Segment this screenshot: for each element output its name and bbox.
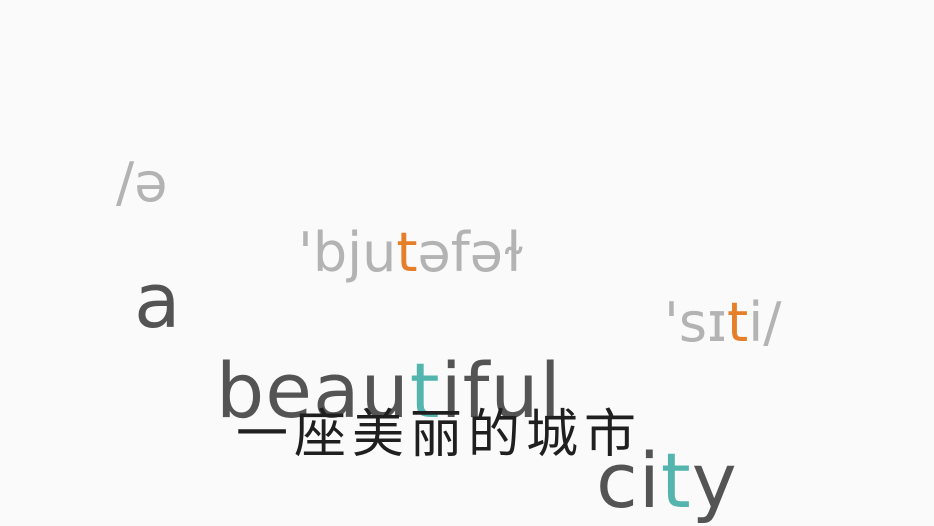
ipa-word-2-highlight: t: [396, 221, 418, 284]
english-phrase: a beautiful city: [0, 166, 737, 525]
ipa-transcription: /ə 'bjutəfəɫ 'sɪti/: [0, 78, 781, 354]
english-word-2-end: iful: [440, 346, 562, 435]
english-word-3-end: y: [691, 436, 738, 525]
ipa-word-2-end: əfəɫ: [417, 221, 525, 284]
ipa-word-1: /ə: [116, 151, 168, 214]
chinese-text: 一座美丽的城市: [236, 405, 643, 465]
ipa-word-3: 'sɪti/: [664, 288, 781, 358]
ipa-word-2: 'bjutəfəɫ: [298, 218, 524, 288]
english-word-2: beautiful: [216, 346, 562, 436]
ipa-word-2-start: 'bju: [298, 221, 397, 284]
chinese-translation: 一座美丽的城市: [0, 330, 636, 465]
english-word-2-start: beau: [216, 346, 410, 435]
english-word-2-highlight: t: [409, 346, 441, 435]
ipa-word-3-start: 'sɪ: [664, 291, 728, 354]
english-word-1: a: [134, 256, 182, 345]
ipa-word-3-highlight: t: [727, 291, 749, 354]
english-word-3-highlight: t: [660, 436, 692, 525]
ipa-word-3-end: i/: [748, 291, 782, 354]
